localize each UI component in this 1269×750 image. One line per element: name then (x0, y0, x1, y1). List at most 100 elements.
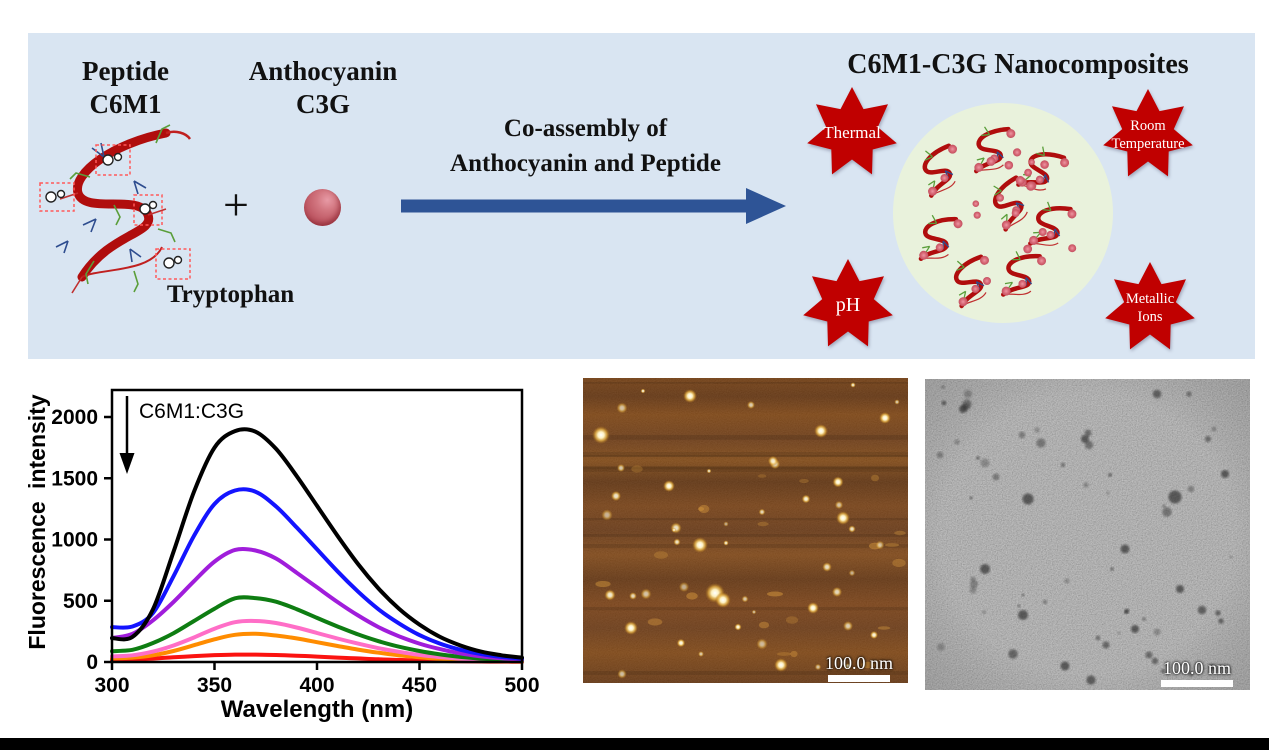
star-thermal-label: Thermal (823, 123, 881, 143)
afm-particle (758, 508, 766, 516)
afm-particle (601, 509, 613, 521)
afm-particle (592, 426, 610, 444)
afm-particle (692, 537, 708, 553)
peptide-c6m1-label: Peptide C6M1 (82, 56, 169, 119)
star-metallic-ions: Metallic Ions (1092, 250, 1208, 366)
series-curve-C6M1 (110, 427, 524, 660)
afm-particle (617, 669, 627, 679)
afm-particle (848, 569, 856, 577)
plus-sign: + (223, 179, 249, 230)
afm-scalebar-label: 100.0 nm (824, 653, 893, 673)
afm-particle (673, 538, 681, 546)
tryptophan-label: Tryptophan (166, 281, 295, 308)
y-tick-label: 500 (63, 590, 98, 613)
afm-particle (616, 402, 628, 414)
green-side-chains (69, 124, 176, 293)
afm-particle (676, 638, 686, 648)
star-room-temperature: Room Temperature (1090, 77, 1206, 193)
star-thermal: Thermal (794, 75, 910, 191)
afm-micrograph (583, 378, 908, 683)
tem-scalebar-bar (1161, 680, 1233, 687)
x-tick-label: 500 (504, 674, 539, 697)
tryptophan-highlight-boxes (39, 144, 191, 280)
afm-particle (832, 476, 844, 488)
afm-particle (842, 620, 854, 632)
afm-particle (715, 592, 731, 608)
anthocyanin-dot (1004, 160, 1014, 170)
nanocomposites-title: C6M1-C3G Nanocomposites (847, 49, 1189, 80)
afm-particle (741, 595, 749, 603)
afm-particle (834, 500, 844, 510)
anthocyanin-dot (1024, 168, 1032, 177)
y-axis-title: Fluorescence intensity (24, 394, 50, 650)
star-burst-shape (807, 87, 897, 175)
afm-particle (746, 400, 756, 410)
afm-particle (698, 651, 704, 657)
bottom-black-bar (0, 738, 1269, 750)
peptide-structure-illustration (39, 124, 192, 294)
right-arrow-icon (401, 188, 786, 224)
star-ph: pH (790, 247, 906, 363)
afm-particle (640, 588, 652, 600)
afm-particle (801, 494, 811, 504)
y-tick-label: 1500 (51, 467, 98, 490)
afm-particle (879, 412, 891, 424)
schematic-panel: Peptide C6M1 Anthocyanin C3G (28, 33, 1255, 359)
series-curve-1:8 (110, 546, 524, 662)
tem-image-panel: 100.0 nm (925, 379, 1250, 690)
tem-micrograph (925, 379, 1250, 690)
fluorescence-plot: 300 350 400 450 500 0 500 1000 1500 2000 (51, 388, 540, 697)
afm-particle (774, 658, 788, 672)
anthocyanin-dot (1011, 209, 1020, 218)
star-burst-icon (803, 259, 893, 347)
star-room-temperature-label: Room Temperature (1111, 117, 1185, 152)
afm-particle (683, 389, 697, 403)
star-burst-shape (803, 259, 893, 347)
star-burst-icon (1105, 262, 1195, 350)
indole-ring-glyphs (45, 152, 183, 269)
afm-particle (822, 562, 832, 572)
afm-particle (767, 455, 779, 467)
x-tick-label: 300 (94, 674, 129, 697)
afm-scalebar: 100.0 nm (825, 653, 893, 682)
anthocyanin-dot (983, 277, 991, 285)
anthocyanin-dot (973, 211, 981, 219)
afm-particle (875, 540, 885, 550)
afm-particle (723, 521, 729, 527)
afm-particle (678, 581, 690, 593)
afm-particle (814, 663, 822, 671)
anthocyanin-dot (996, 194, 1004, 202)
x-tick-label: 400 (299, 674, 334, 697)
afm-particle (604, 589, 616, 601)
afm-particle (836, 511, 850, 525)
afm-particle (807, 602, 819, 614)
anthocyanin-c3g-label: Anthocyanin C3G (248, 56, 398, 119)
afm-particle (671, 527, 677, 533)
afm-particle (723, 540, 729, 546)
down-arrow-head (119, 453, 135, 474)
afm-particle (706, 468, 712, 474)
afm-particle (869, 630, 879, 640)
anthocyanin-molecule-icon (304, 189, 341, 226)
afm-particle (616, 463, 626, 473)
afm-particle (845, 663, 851, 669)
star-burst-shape (1105, 262, 1195, 350)
x-tick-label: 350 (197, 674, 232, 697)
series-curve-1:4 (110, 487, 524, 661)
x-tick-label: 450 (402, 674, 437, 697)
afm-particle (751, 609, 757, 615)
tem-scalebar: 100.0 nm (1161, 658, 1233, 687)
afm-particle (629, 592, 637, 600)
nanocomposite-cluster-illustration (893, 103, 1113, 323)
x-axis-title: Wavelength (nm) (220, 696, 414, 723)
star-ph-label: pH (835, 293, 861, 316)
afm-particle (848, 525, 856, 533)
anthocyanin-dot (986, 156, 996, 166)
series-curve-1:16 (110, 595, 524, 663)
anthocyanin-dot (1068, 244, 1077, 253)
blue-side-chains (55, 142, 147, 263)
afm-particle (850, 382, 856, 388)
afm-particle (756, 638, 768, 650)
star-burst-shape (1103, 89, 1193, 177)
